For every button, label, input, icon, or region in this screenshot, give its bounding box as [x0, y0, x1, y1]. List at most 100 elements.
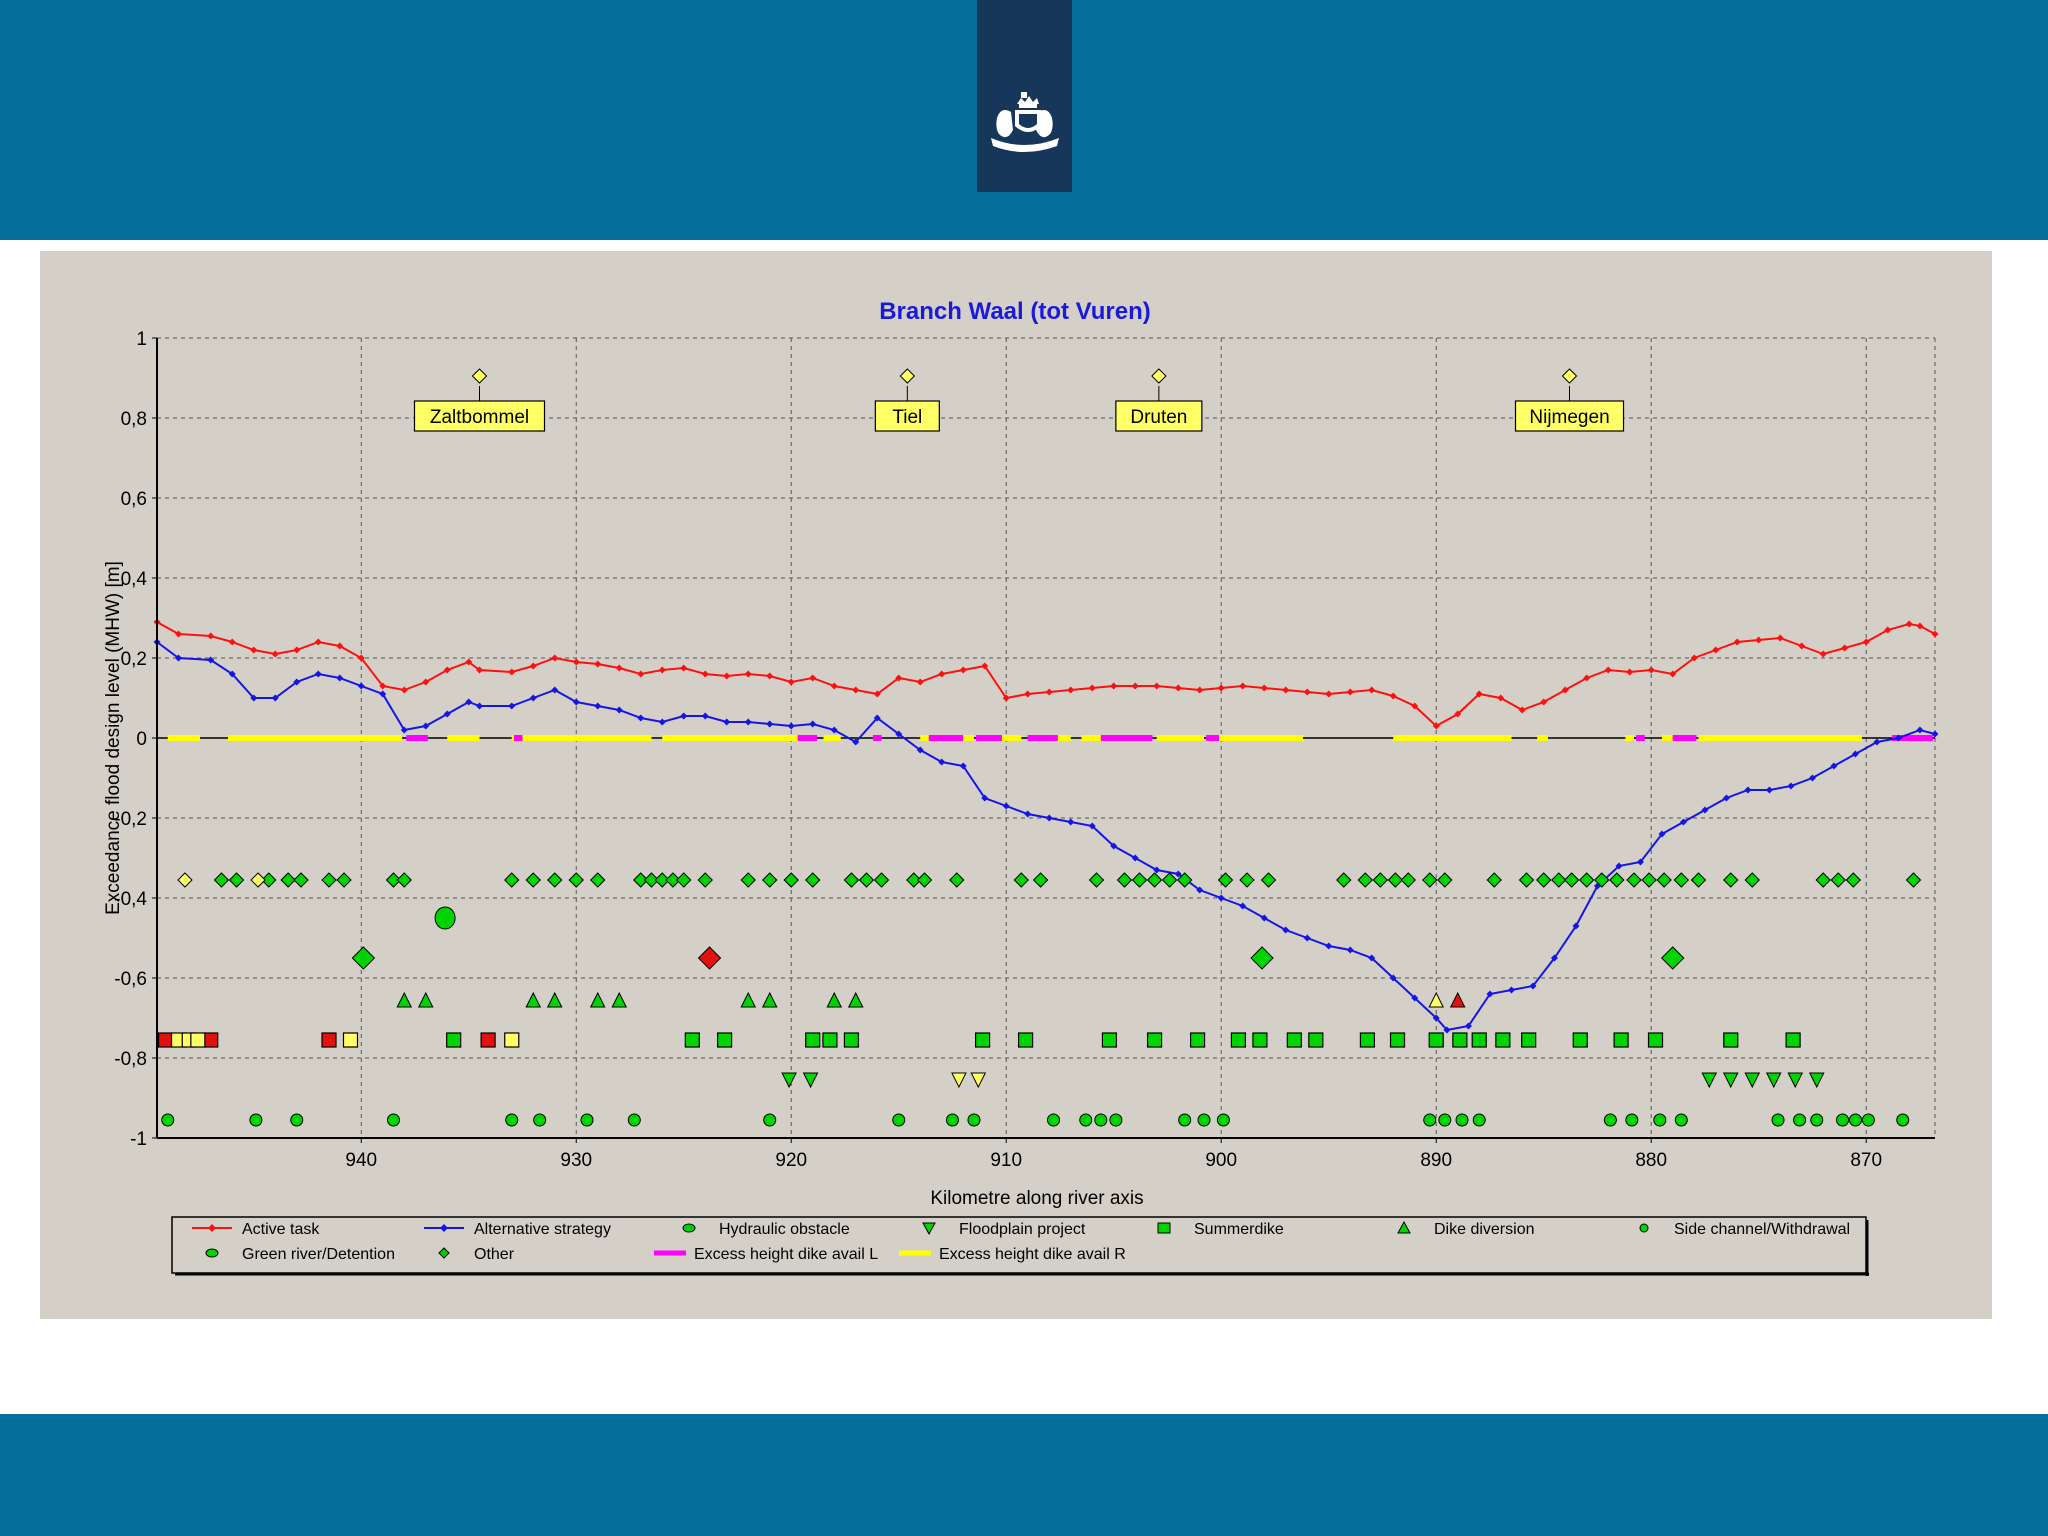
legend-label: Excess height dike avail L: [694, 1246, 878, 1263]
alternative-strategy-point: [207, 656, 215, 664]
summerdike-marker: [1308, 1032, 1324, 1048]
active-task-point: [1583, 674, 1591, 682]
summerdike-marker: [446, 1032, 462, 1048]
other-marker: [1260, 872, 1277, 888]
active-task-point: [1153, 682, 1161, 690]
other-marker: [1161, 872, 1178, 888]
active-task-point: [766, 672, 774, 680]
active-task-point: [916, 678, 924, 686]
side-channel-marker: [1603, 1113, 1617, 1127]
active-task-point: [1411, 702, 1419, 710]
x-tick-label: 900: [1205, 1150, 1237, 1171]
other-marker: [336, 872, 352, 888]
x-tick-label: 940: [345, 1150, 377, 1171]
markers: [157, 368, 1922, 1127]
other-marker: [1551, 872, 1567, 888]
other-marker: [949, 872, 965, 888]
active-task-point: [174, 630, 182, 638]
y-tick-label: 0,8: [121, 409, 147, 430]
alternative-strategy-point: [443, 710, 451, 718]
city-diamond: [899, 368, 916, 384]
active-task-point: [959, 666, 967, 674]
legend-label: Side channel/Withdrawal: [1674, 1221, 1850, 1238]
active-task-point: [1174, 684, 1182, 692]
dike-diversion-marker: [847, 991, 864, 1008]
side-channel-marker: [505, 1113, 519, 1127]
other-marker: [762, 872, 778, 888]
alternative-strategy-point: [1282, 926, 1290, 934]
other-marker: [697, 872, 713, 888]
alternative-strategy-point: [465, 698, 473, 706]
active-task-point: [465, 658, 473, 666]
x-tick-label: 930: [560, 1150, 592, 1171]
other-marker: [525, 872, 541, 888]
active-task-point: [852, 686, 860, 694]
active-task-point: [1819, 650, 1827, 658]
summerdike-marker: [1230, 1032, 1247, 1048]
summerdike-marker: [203, 1032, 219, 1048]
legend-swatch: [922, 1222, 936, 1236]
other-marker: [665, 872, 681, 888]
active-task-point: [895, 674, 903, 682]
y-axis-label: Exceedance flood design level (MHW) [m]: [103, 561, 124, 915]
city-label-box: [413, 400, 546, 432]
alternative-strategy-point: [271, 694, 279, 702]
legend-label: Hydraulic obstacle: [719, 1221, 850, 1238]
active-task-point: [422, 678, 430, 686]
city-diamond: [1151, 368, 1167, 384]
alternative-strategy-point: [1325, 942, 1333, 950]
y-tick-label: 0,6: [121, 489, 147, 510]
alternative-strategy-point: [1196, 886, 1204, 894]
summerdike-marker: [190, 1032, 206, 1048]
alternative-strategy-point: [250, 694, 258, 702]
active-task-point: [1475, 690, 1483, 698]
summerdike-marker: [684, 1032, 700, 1048]
alternative-strategy-point: [1303, 934, 1311, 942]
side-channel-marker: [1836, 1113, 1850, 1127]
floodplain-project-marker: [951, 1072, 967, 1089]
alternative-strategy-point: [1931, 730, 1939, 738]
alternative-strategy-point: [293, 678, 301, 686]
active-task-point: [250, 646, 258, 654]
alternative-strategy-point: [766, 720, 774, 728]
side-channel-marker: [249, 1113, 263, 1127]
side-channel-marker: [1472, 1113, 1486, 1127]
other-marker: [1400, 872, 1416, 888]
active-task-point: [1647, 666, 1655, 674]
alternative-strategy-point: [357, 682, 365, 690]
alternative-strategy-point: [701, 712, 709, 720]
active-task-point: [1690, 654, 1698, 662]
other-marker: [1830, 872, 1846, 888]
other-marker: [293, 872, 309, 888]
alternative-strategy-point: [1411, 994, 1419, 1002]
dike-diversion-marker: [826, 991, 843, 1008]
summerdike-marker: [822, 1032, 838, 1048]
other-marker: [1641, 872, 1657, 888]
other-marker: [1518, 872, 1535, 888]
floodplain-project-marker: [970, 1072, 987, 1089]
side-channel-marker: [580, 1113, 594, 1127]
dike-diversion-marker: [525, 991, 542, 1008]
summerdike-marker: [342, 1032, 359, 1048]
other-marker: [177, 872, 193, 888]
active-task-point: [615, 664, 623, 672]
active-task-point: [1518, 706, 1526, 714]
floodplain-project-marker: [1701, 1072, 1718, 1089]
chart-panel: Branch Waal (tot Vuren) Zaltbommel Tiel Dr…: [40, 251, 1992, 1319]
chart: Branch Waal (tot Vuren) Zaltbommel Tiel Dr…: [103, 298, 1939, 1276]
other-marker: [740, 872, 756, 888]
alternative-strategy-point: [1174, 870, 1182, 878]
active-task-point: [1432, 722, 1440, 730]
dike-diversion-marker: [546, 991, 563, 1008]
side-channel-marker: [1094, 1113, 1108, 1127]
other-marker: [504, 872, 520, 888]
summerdike-marker: [1723, 1032, 1739, 1048]
dike-diversion-marker: [396, 991, 413, 1008]
city-label-box: [1514, 400, 1625, 432]
alternative-strategy-line: [156, 641, 1936, 1032]
active-task-point: [1067, 686, 1075, 694]
other-marker: [1626, 872, 1642, 888]
alternative-strategy-point: [1045, 814, 1053, 822]
active-task-point: [1045, 688, 1053, 696]
alternative-strategy-point: [572, 698, 580, 706]
